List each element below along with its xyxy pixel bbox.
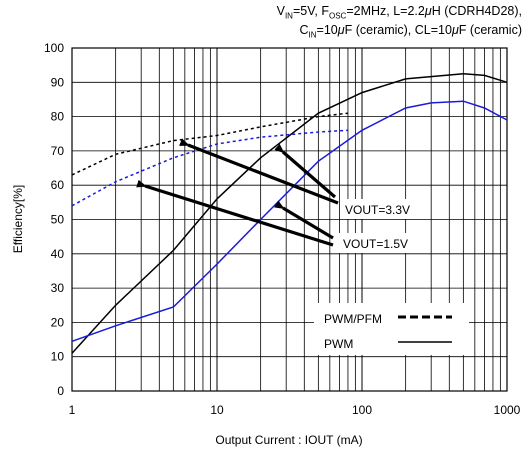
x-tick-label: 1000 bbox=[494, 403, 521, 417]
y-tick-label: 80 bbox=[51, 110, 65, 124]
annotation-arrow bbox=[179, 138, 339, 205]
y-tick-label: 0 bbox=[57, 384, 64, 398]
series bbox=[71, 72, 508, 354]
vout-3v3-pwm-line bbox=[71, 72, 508, 354]
annotation-arrow bbox=[136, 179, 334, 247]
legend-pwm-pfm-label: PWM/PFM bbox=[324, 312, 382, 326]
y-tick-label: 100 bbox=[44, 41, 64, 55]
vout-3v3-label: VOUT=3.3V bbox=[345, 203, 410, 217]
x-axis-label: Output Current : IOUT (mA) bbox=[215, 433, 362, 447]
y-tick-label: 30 bbox=[51, 281, 65, 295]
vout-1v5-pwm-pfm-line bbox=[71, 129, 348, 207]
y-axis-label: Efficiency[%] bbox=[11, 185, 25, 253]
y-tick-label: 10 bbox=[51, 350, 65, 364]
annotation-arrow bbox=[274, 143, 337, 199]
tick-labels: 1 10 100 1000 0 10 20 30 40 50 60 70 80 90 100 bbox=[44, 41, 521, 417]
y-tick-label: 70 bbox=[51, 144, 65, 158]
y-tick-label: 50 bbox=[51, 213, 65, 227]
y-tick-label: 40 bbox=[51, 247, 65, 261]
plot-frame bbox=[71, 47, 508, 392]
annotations: VOUT=3.3V VOUT=1.5V PWM/PFM PWM bbox=[136, 138, 469, 355]
x-tick-label: 1 bbox=[69, 403, 76, 417]
vout-3v3-label-box bbox=[341, 199, 425, 219]
conditions-line-2: CIN=10μF (ceramic), CL=10μF (ceramic) bbox=[299, 23, 523, 40]
vout-1v5-pwm-line bbox=[71, 100, 508, 343]
y-tick-label: 60 bbox=[51, 178, 65, 192]
x-tick-label: 10 bbox=[210, 403, 224, 417]
x-tick-label: 100 bbox=[352, 403, 372, 417]
annotation-arrow bbox=[274, 200, 334, 240]
y-tick-label: 20 bbox=[51, 315, 65, 329]
legend-pwm-label: PWM bbox=[324, 337, 353, 351]
vout-1v5-label-box bbox=[339, 233, 423, 253]
vout-3v3-pwm-pfm-line bbox=[71, 112, 348, 176]
vout-1v5-label: VOUT=1.5V bbox=[343, 237, 408, 251]
legend-box bbox=[314, 303, 469, 355]
conditions-line-1: VIN=5V, FOSC=2MHz, L=2.2μH (CDRH4D28), bbox=[276, 4, 522, 21]
y-tick-label: 90 bbox=[51, 75, 65, 89]
